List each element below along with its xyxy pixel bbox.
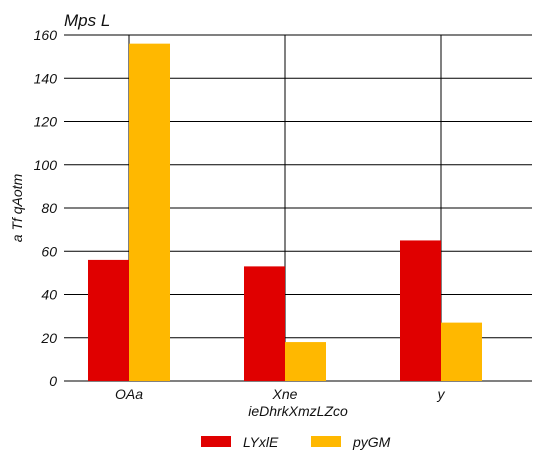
bars [88, 43, 482, 382]
x-tick-label: y [437, 386, 446, 402]
y-tick-label: 100 [34, 157, 58, 173]
bar-LYxlE-y [400, 240, 441, 381]
y-axis-title: a Tf qAotm [9, 173, 25, 242]
y-tick-label: 160 [34, 27, 58, 43]
y-tick-label: 0 [49, 373, 57, 389]
legend-label: pyGM [352, 434, 391, 450]
y-tick-label: 60 [41, 243, 57, 259]
y-tick-label: 20 [40, 330, 57, 346]
bar-pyGM-y [441, 322, 482, 381]
legend-swatch [201, 436, 231, 447]
x-tick-label: Xne [272, 386, 298, 402]
legend-label: LYxlE [243, 434, 279, 450]
chart-title: Mps L [64, 11, 110, 30]
x-tick-labels: OAa Xne y [115, 386, 446, 402]
bar-pyGM-OAa [129, 43, 170, 382]
y-tick-label: 40 [41, 287, 57, 303]
bar-LYxlE-OAa [88, 259, 129, 381]
bar-LYxlE-Xne [244, 266, 285, 381]
bar-pyGM-Xne [285, 342, 326, 381]
y-tick-label: 80 [41, 200, 57, 216]
legend-swatch [311, 436, 341, 447]
legend: LYxlE pyGM [201, 434, 391, 450]
y-tick-labels: 0 20 40 60 80 100 120 140 160 [34, 27, 58, 389]
x-axis-title: ieDhrkXmzLZco [248, 403, 348, 419]
y-tick-label: 120 [34, 114, 58, 130]
y-tick-label: 140 [34, 70, 58, 86]
x-tick-label: OAa [115, 386, 143, 402]
